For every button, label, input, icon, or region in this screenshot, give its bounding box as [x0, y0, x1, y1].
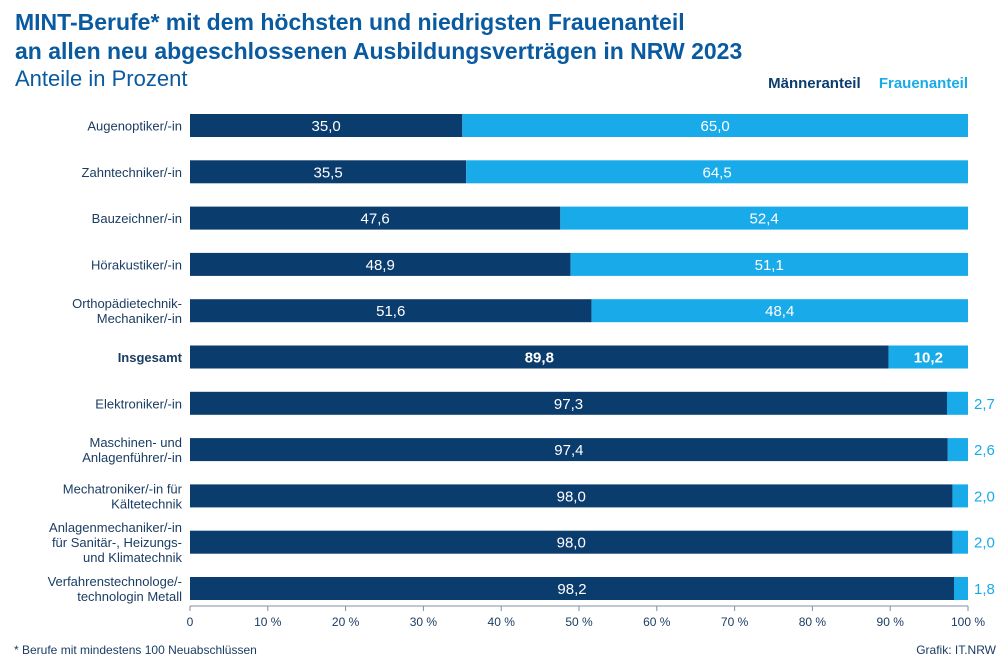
bar-maenneranteil [190, 484, 953, 508]
category-label: Elektroniker/-in [95, 396, 182, 411]
bar-frauenanteil [462, 114, 968, 137]
bar-maenneranteil [190, 438, 948, 462]
category-label: Maschinen- und [90, 435, 183, 450]
bar-frauenanteil [953, 577, 968, 600]
bar-frauenanteil [888, 345, 968, 369]
category-label: und Klimatechnik [83, 550, 182, 565]
data-label-maenneranteil: 47,6 [361, 211, 390, 228]
x-tick-label: 70 % [721, 615, 749, 629]
x-tick-label: 40 % [488, 615, 516, 629]
bar-maenneranteil [190, 252, 571, 276]
data-label-frauenanteil: 10,2 [914, 350, 943, 367]
data-label-frauenanteil: 1,8 [974, 581, 995, 598]
bar-frauenanteil [591, 299, 968, 323]
data-label-frauenanteil: 2,0 [974, 488, 995, 505]
chart-title: MINT-Berufe* mit dem höchsten und niedri… [15, 8, 915, 66]
x-tick-label: 60 % [643, 615, 671, 629]
legend-item-frauenanteil: Frauenanteil [878, 75, 968, 92]
category-label: Zahntechniker/-in [82, 165, 182, 180]
data-label-maenneranteil: 48,9 [366, 257, 395, 274]
data-label-maenneranteil: 89,8 [525, 350, 554, 367]
category-label: Hörakustiker/-in [91, 257, 182, 272]
bar-frauenanteil [952, 530, 968, 554]
category-label: Kältetechnik [111, 496, 182, 511]
data-label-maenneranteil: 35,0 [312, 118, 341, 135]
x-tick-label: 30 % [410, 615, 438, 629]
bar-maenneranteil [190, 114, 463, 137]
bar-maenneranteil [190, 530, 953, 554]
x-tick-label: 100 % [951, 615, 985, 629]
data-label-frauenanteil: 48,4 [765, 303, 794, 320]
data-label-frauenanteil: 2,0 [974, 535, 995, 552]
category-label: Insgesamt [118, 350, 183, 365]
x-tick-label: 20 % [332, 615, 360, 629]
legend: Männeranteil Frauenanteil [754, 75, 968, 92]
bar-maenneranteil [190, 160, 467, 184]
x-tick-label: 80 % [799, 615, 827, 629]
data-label-frauenanteil: 65,0 [701, 118, 730, 135]
x-tick-label: 50 % [565, 615, 593, 629]
category-label: technologin Metall [77, 589, 182, 604]
category-label: Anlagenführer/-in [82, 450, 182, 465]
chart-title-line-1: MINT-Berufe* mit dem höchsten und niedri… [15, 9, 685, 35]
bar-maenneranteil [190, 391, 947, 415]
data-label-maenneranteil: 97,4 [554, 442, 583, 459]
category-label: Augenoptiker/-in [87, 119, 182, 134]
x-tick-label: 10 % [254, 615, 282, 629]
bar-frauenanteil [946, 391, 968, 415]
data-label-maenneranteil: 51,6 [376, 303, 405, 320]
data-label-frauenanteil: 2,6 [974, 442, 995, 459]
category-label: Orthopädietechnik- [72, 296, 182, 311]
data-label-frauenanteil: 51,1 [755, 257, 784, 274]
data-label-maenneranteil: 98,0 [557, 535, 586, 552]
bar-frauenanteil [570, 252, 968, 276]
bar-frauenanteil [560, 206, 968, 230]
bar-maenneranteil [190, 345, 889, 369]
x-tick-label: 0 [187, 615, 194, 629]
chart-subtitle: Anteile in Prozent [15, 66, 188, 91]
category-label: Mechatroniker/-in für [63, 481, 183, 496]
data-label-maenneranteil: 97,3 [554, 396, 583, 413]
bar-frauenanteil [466, 160, 968, 184]
source-credit: Grafik: IT.NRW [916, 643, 996, 657]
legend-item-maenneranteil: Männeranteil [768, 75, 861, 92]
bar-maenneranteil [190, 299, 592, 323]
bar-maenneranteil [190, 577, 954, 600]
bar-frauenanteil [947, 438, 968, 462]
category-label: Bauzeichner/-in [92, 211, 182, 226]
data-label-frauenanteil: 52,4 [750, 211, 779, 228]
category-label: für Sanitär-, Heizungs- [52, 535, 182, 550]
category-label: Verfahrenstechnologe/- [48, 574, 182, 589]
data-label-frauenanteil: 64,5 [702, 164, 731, 181]
bar-frauenanteil [952, 484, 968, 508]
data-label-maenneranteil: 35,5 [313, 164, 342, 181]
data-label-frauenanteil: 2,7 [974, 396, 995, 413]
footnote: * Berufe mit mindestens 100 Neuabschlüss… [14, 643, 257, 657]
data-label-maenneranteil: 98,2 [557, 581, 586, 598]
x-tick-label: 90 % [877, 615, 905, 629]
category-label: Mechaniker/-in [97, 311, 182, 326]
data-label-maenneranteil: 98,0 [557, 488, 586, 505]
bar-maenneranteil [190, 206, 561, 230]
chart-title-line-2: an allen neu abgeschlossenen Ausbildungs… [15, 38, 743, 64]
category-label: Anlagenmechaniker/-in [49, 520, 182, 535]
